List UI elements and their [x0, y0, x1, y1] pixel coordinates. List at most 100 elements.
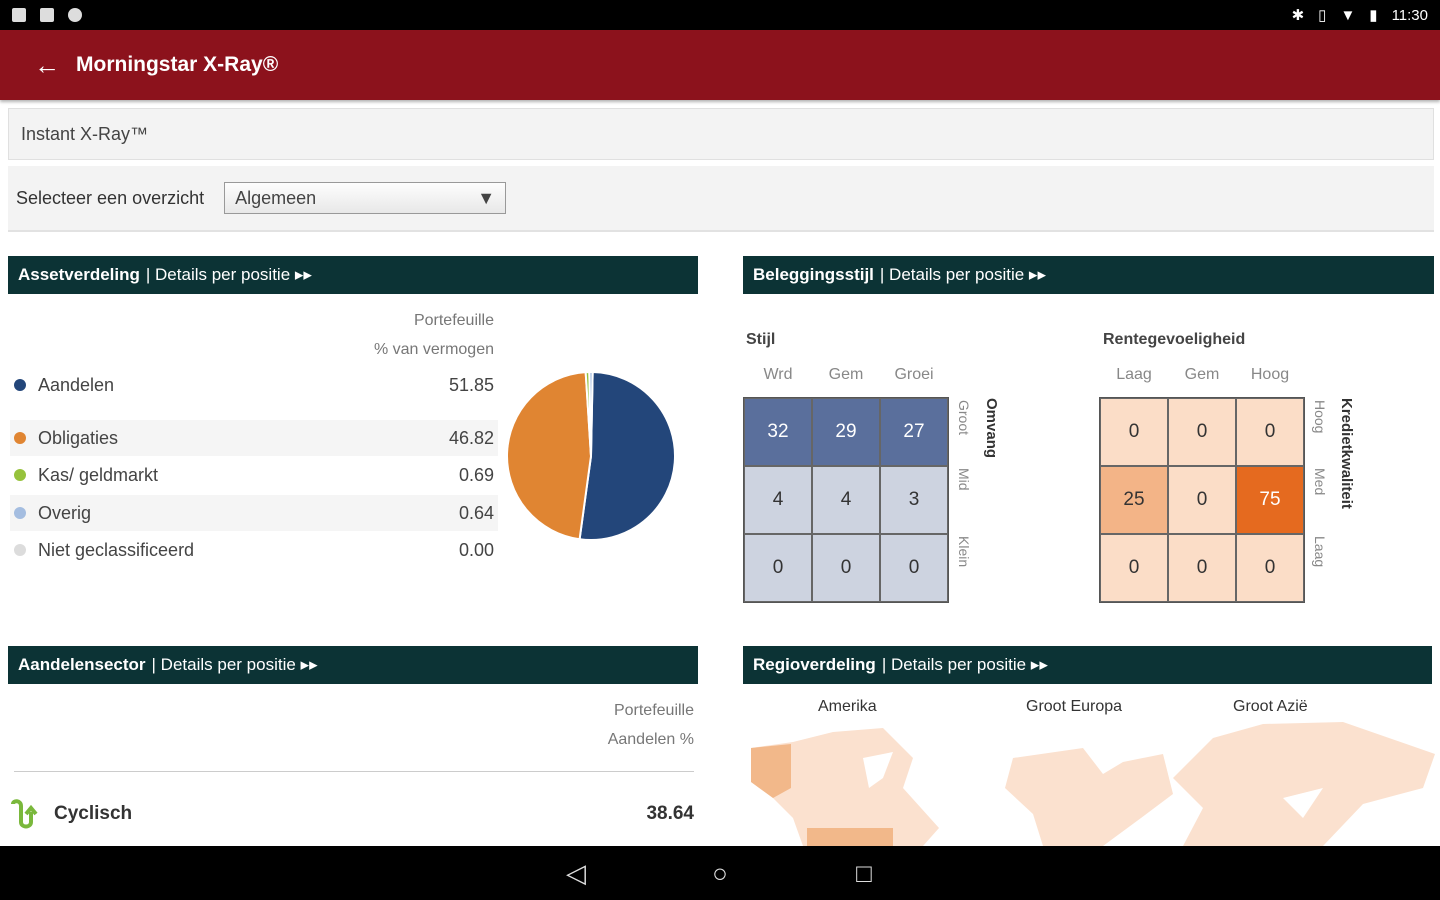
select-value: Algemeen [235, 187, 317, 208]
stijl-cell: 32 [744, 398, 812, 466]
stijl-row-label: Klein [956, 536, 972, 568]
region-world-map [751, 722, 1435, 846]
pie-slice-obligaties [506, 371, 593, 541]
battery-icon: ▮ [1369, 7, 1378, 24]
app-title: Morningstar X-Ray® [76, 53, 279, 76]
stijl-cell: 0 [744, 534, 812, 602]
clock: 11:30 [1391, 6, 1428, 24]
rente-row-label: Laag [1312, 536, 1328, 568]
asset-value: 0.69 [458, 464, 494, 485]
asset-pie-chart [506, 371, 676, 541]
pie-slice-overig [588, 371, 594, 457]
rente-cell: 0 [1236, 398, 1304, 466]
bluetooth-icon: ✱ [1291, 7, 1305, 24]
nav-back-icon[interactable]: ◁ [566, 857, 586, 888]
rente-cell: 25 [1100, 466, 1168, 534]
asset-col-portfolio: Portefeuille [413, 312, 494, 329]
stijl-col-label: Wrd [763, 366, 793, 383]
rente-col-label: Hoog [1250, 366, 1290, 383]
notification-icon [12, 8, 26, 22]
asset-label: Overig [38, 502, 92, 523]
overview-select[interactable]: Algemeen ▼ [224, 182, 507, 214]
stijl-row-label: Mid [956, 468, 972, 491]
nav-home-icon[interactable]: ○ [712, 857, 728, 888]
rente-cell: 0 [1236, 534, 1304, 602]
back-arrow-icon[interactable]: ← [34, 49, 60, 80]
rente-row-label: Med [1312, 468, 1328, 496]
region-label-europa: Groot Europa [1026, 698, 1123, 715]
wifi-icon: ▼ [1340, 6, 1356, 24]
stijl-row-label: Groot [956, 400, 972, 436]
rente-cell: 75 [1236, 466, 1304, 534]
dropdown-arrow-icon: ▼ [477, 187, 496, 208]
vibrate-icon: ▯ [1318, 7, 1327, 24]
asset-row: Kas/ geldmarkt 0.69 [10, 457, 498, 493]
region-details-link[interactable]: | Details per positie ▸▸ [881, 655, 1048, 674]
divider [14, 771, 694, 772]
stijl-col-label: Groei [894, 366, 934, 383]
stijl-grid: 32 29 27 4 4 3 0 0 0 [743, 397, 949, 603]
sector-column-header: Portefeuille Aandelen % [500, 696, 694, 754]
asset-col-percent: % van vermogen [373, 341, 494, 358]
stijl-cell: 27 [880, 398, 948, 466]
page-subtitle: Instant X-Ray™ [8, 108, 1434, 160]
rente-col-label: Gem [1184, 366, 1220, 383]
asset-title: Assetverdeling [18, 265, 140, 284]
status-bar: ✱ ▯ ▼ ▮ 11:30 [0, 0, 1440, 30]
asset-row: Aandelen 51.85 [10, 367, 498, 403]
app-bar: ← Morningstar X-Ray® [0, 30, 1440, 100]
overview-select-row: Selecteer een overzicht Algemeen ▼ [8, 166, 1434, 232]
select-label: Selecteer een overzicht [16, 187, 205, 208]
rente-cell: 0 [1168, 398, 1236, 466]
sector-value: 38.64 [646, 803, 694, 824]
stijl-cell: 29 [812, 398, 880, 466]
rente-cell: 0 [1168, 466, 1236, 534]
style-header: Beleggingsstijl | Details per positie ▸▸ [743, 256, 1434, 294]
asset-row: Overig 0.64 [10, 495, 498, 531]
legend-dot [14, 379, 26, 391]
stijl-col-label: Gem [828, 366, 864, 383]
sector-row-cyclisch: Cyclisch 38.64 [10, 796, 694, 832]
region-label-amerika: Amerika [818, 698, 877, 715]
rente-cell: 0 [1100, 534, 1168, 602]
style-details-link[interactable]: | Details per positie ▸▸ [879, 265, 1046, 284]
cyclical-icon [11, 799, 38, 829]
rente-col-label: Laag [1116, 366, 1152, 383]
stijl-label: Stijl [746, 331, 776, 348]
stijl-cell: 4 [744, 466, 812, 534]
asset-row: Niet geclassificeerd 0.00 [10, 532, 498, 568]
pie-slice-aandelen [578, 371, 676, 541]
legend-dot [14, 507, 26, 519]
stijl-cell: 4 [812, 466, 880, 534]
stijl-cell: 0 [880, 534, 948, 602]
kredietkwaliteit-label: Kredietkwaliteit [1338, 398, 1355, 509]
nav-recent-icon[interactable]: □ [856, 857, 872, 888]
asset-label: Kas/ geldmarkt [38, 464, 159, 485]
asset-details-link[interactable]: | Details per positie ▸▸ [145, 265, 312, 284]
rente-cell: 0 [1168, 534, 1236, 602]
system-nav-bar: ◁ ○ □ [0, 846, 1440, 900]
asset-value: 0.64 [458, 502, 494, 523]
style-title: Beleggingsstijl [753, 265, 874, 284]
sector-col-portfolio: Portefeuille [613, 702, 694, 719]
legend-dot [14, 432, 26, 444]
asset-label: Obligaties [38, 427, 119, 448]
rente-label: Rentegevoeligheid [1103, 331, 1246, 348]
asset-allocation-header: Assetverdeling | Details per positie ▸▸ [8, 256, 698, 294]
rente-grid: 0 0 0 25 0 75 0 0 0 [1099, 397, 1305, 603]
sector-details-link[interactable]: | Details per positie ▸▸ [151, 655, 318, 674]
sector-col-percent: Aandelen % [607, 731, 694, 748]
asset-value: 51.85 [448, 374, 494, 395]
region-title: Regioverdeling [753, 655, 876, 674]
stijl-cell: 0 [812, 534, 880, 602]
region-label-azie: Groot Azië [1233, 698, 1308, 715]
stijl-cell: 3 [880, 466, 948, 534]
gallery-icon [40, 8, 54, 22]
tip-icon [68, 8, 82, 22]
asset-row: Obligaties 46.82 [10, 420, 498, 456]
asset-value: 0.00 [458, 539, 494, 560]
sector-header: Aandelensector | Details per positie ▸▸ [8, 646, 698, 684]
rente-row-label: Hoog [1312, 400, 1328, 434]
legend-dot [14, 469, 26, 481]
region-header: Regioverdeling | Details per positie ▸▸ [743, 646, 1432, 684]
